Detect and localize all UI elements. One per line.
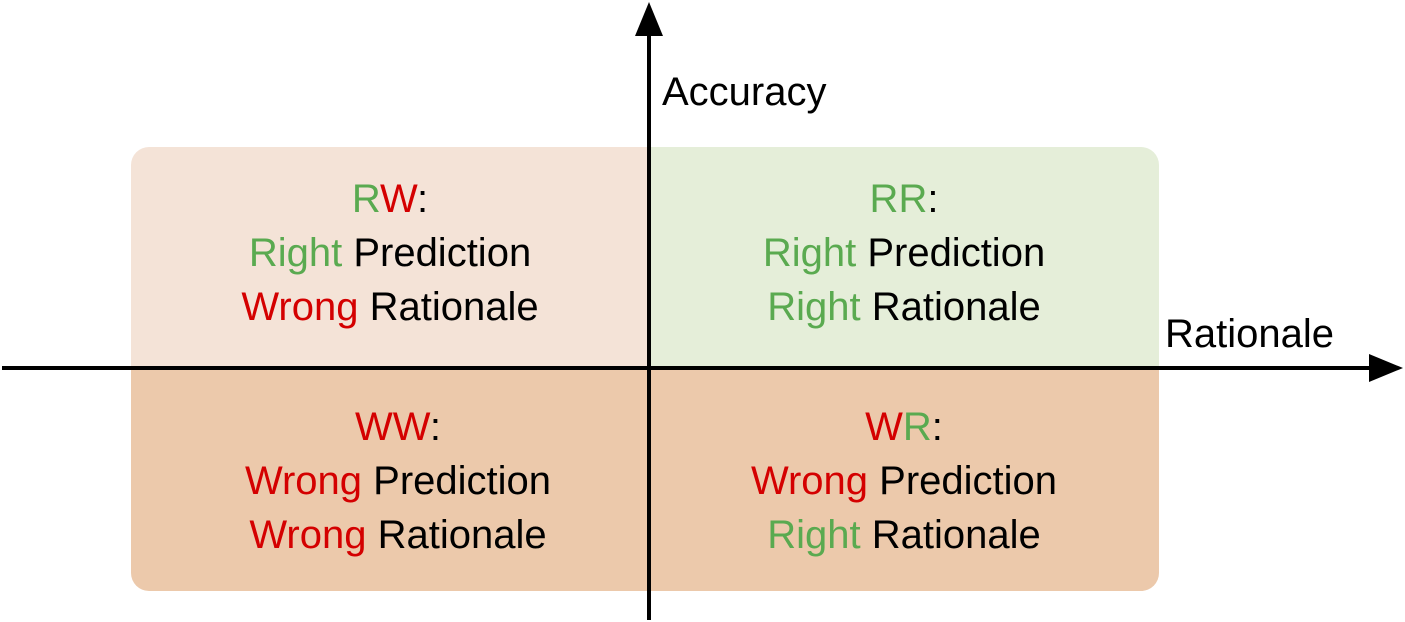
quadrant-wr-rationale: Right Rationale bbox=[654, 508, 1154, 562]
rw-prediction-verdict: Right bbox=[248, 231, 343, 275]
rw-code-first: R bbox=[351, 177, 380, 221]
quadrant-wr-prediction: Wrong Prediction bbox=[654, 454, 1154, 508]
quadrant-wr-title: WR: bbox=[654, 400, 1154, 454]
quadrant-rr-rationale: Right Rationale bbox=[654, 280, 1154, 334]
quadrant-rw-text: RW: Right Prediction Wrong Rationale bbox=[140, 172, 640, 334]
quadrant-rr-background bbox=[649, 147, 1159, 368]
wr-code-second: R bbox=[902, 405, 932, 449]
x-axis-label: Rationale bbox=[1165, 312, 1335, 356]
quadrant-ww-rationale: Wrong Rationale bbox=[148, 508, 648, 562]
quadrant-rw-title: RW: bbox=[140, 172, 640, 226]
wr-rationale-label: Rationale bbox=[860, 513, 1041, 557]
ww-code-first: W bbox=[355, 405, 393, 449]
quadrant-rw-rationale: Wrong Rationale bbox=[140, 280, 640, 334]
quadrant-ww-prediction: Wrong Prediction bbox=[148, 454, 648, 508]
quadrant-rw-prediction: Right Prediction bbox=[140, 226, 640, 280]
quadrant-ww-title: WW: bbox=[148, 400, 648, 454]
quadrant-rr-title: RR: bbox=[654, 172, 1154, 226]
quadrant-rw-background bbox=[131, 147, 649, 368]
y-axis-label: Accuracy bbox=[662, 70, 827, 114]
rw-prediction-label: Prediction bbox=[342, 231, 532, 275]
rr-code-first: R bbox=[869, 177, 899, 221]
rr-colon: : bbox=[927, 177, 939, 221]
y-axis-arrowhead bbox=[635, 2, 663, 36]
ww-prediction-label: Prediction bbox=[362, 459, 552, 503]
quadrant-rr-prediction: Right Prediction bbox=[654, 226, 1154, 280]
rr-prediction-verdict: Right bbox=[762, 231, 857, 275]
rr-prediction-label: Prediction bbox=[856, 231, 1046, 275]
wr-prediction-label: Prediction bbox=[868, 459, 1058, 503]
rw-colon: : bbox=[417, 177, 429, 221]
ww-prediction-verdict: Wrong bbox=[244, 459, 363, 503]
rr-rationale-label: Rationale bbox=[860, 285, 1041, 329]
quadrant-rr-text: RR: Right Prediction Right Rationale bbox=[654, 172, 1154, 334]
rw-code-second: W bbox=[380, 177, 418, 221]
wr-colon: : bbox=[931, 405, 943, 449]
ww-colon: : bbox=[429, 405, 441, 449]
rr-code-second: R bbox=[898, 177, 928, 221]
ww-code-second: W bbox=[392, 405, 430, 449]
wr-code-first: W bbox=[865, 405, 903, 449]
quadrant-ww-background bbox=[131, 368, 649, 591]
ww-rationale-label: Rationale bbox=[366, 513, 547, 557]
wr-prediction-verdict: Wrong bbox=[750, 459, 869, 503]
quadrant-wr-background bbox=[649, 368, 1159, 591]
x-axis-arrowhead bbox=[1369, 354, 1403, 382]
quadrant-ww-text: WW: Wrong Prediction Wrong Rationale bbox=[148, 400, 648, 562]
rw-rationale-verdict: Wrong bbox=[241, 285, 359, 329]
rr-rationale-verdict: Right bbox=[767, 285, 861, 329]
wr-rationale-verdict: Right bbox=[767, 513, 861, 557]
quadrant-wr-text: WR: Wrong Prediction Right Rationale bbox=[654, 400, 1154, 562]
ww-rationale-verdict: Wrong bbox=[249, 513, 367, 557]
rw-rationale-label: Rationale bbox=[358, 285, 539, 329]
